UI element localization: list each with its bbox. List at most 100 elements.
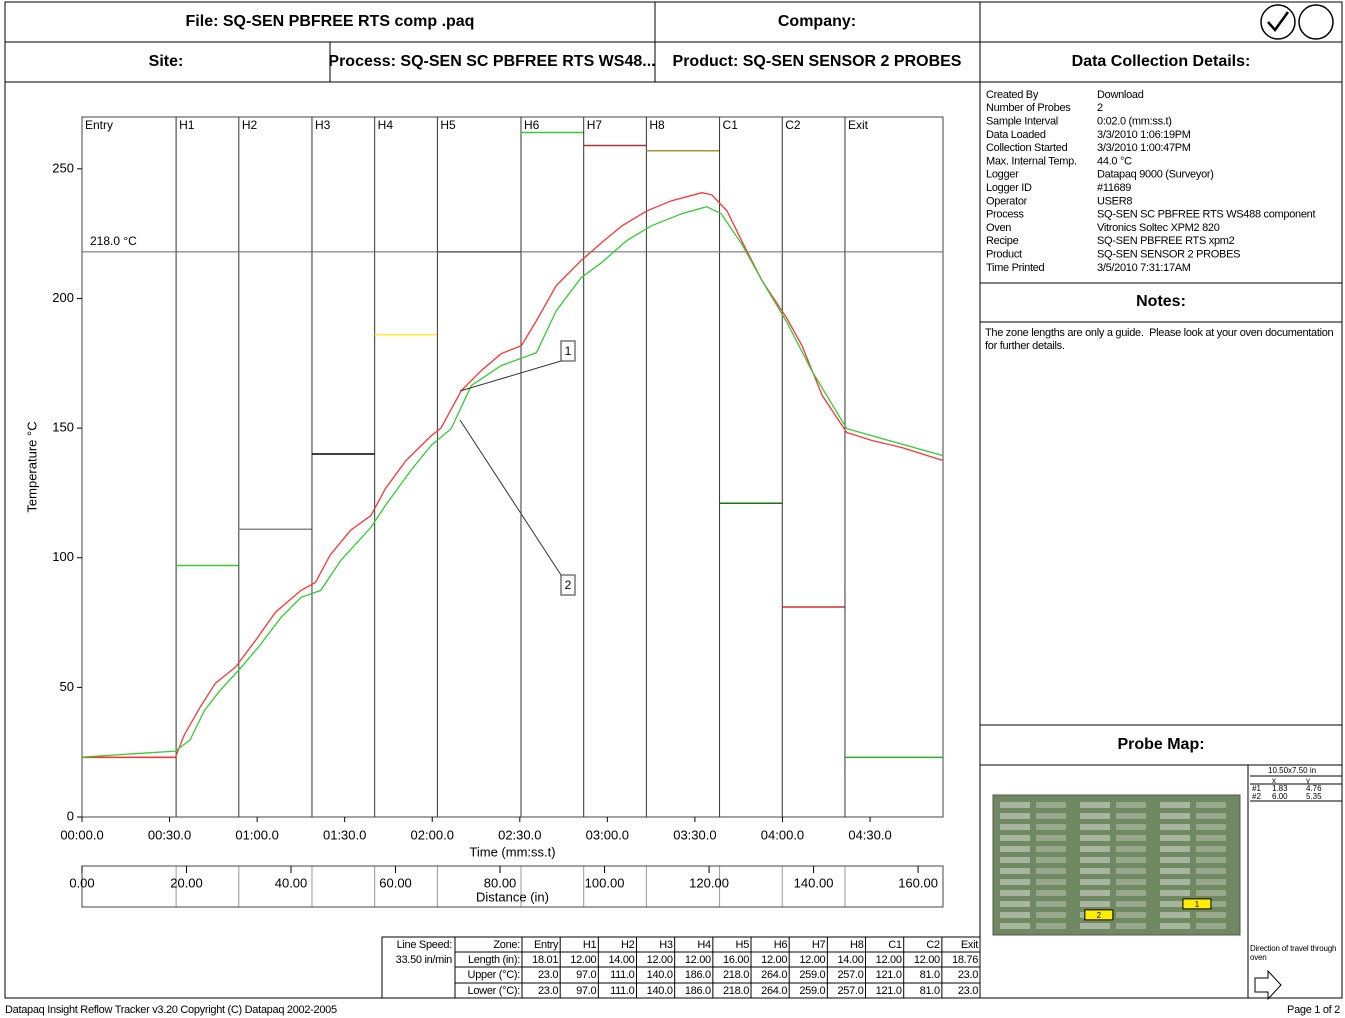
- board-detail: [1196, 868, 1226, 874]
- board-detail: [1000, 890, 1030, 896]
- y-tick-label: 150: [52, 420, 74, 435]
- row-label: Length (in):: [468, 954, 520, 966]
- board-detail: [1000, 923, 1030, 929]
- board-detail: [1116, 846, 1146, 852]
- table-cell: 12.00: [914, 954, 940, 966]
- y-tick-label: 0: [67, 808, 74, 823]
- detail-label: Logger ID: [986, 182, 1032, 194]
- board-detail: [1116, 879, 1146, 885]
- detail-value: 44.0 °C: [1097, 155, 1132, 167]
- detail-label: Operator: [986, 195, 1028, 207]
- board-detail: [1160, 912, 1190, 918]
- board-detail: [1196, 835, 1226, 841]
- board-detail: [1160, 846, 1190, 852]
- table-cell: 111.0: [610, 985, 635, 997]
- x2-tick-label: 0.00: [69, 875, 94, 890]
- table-cell: H5: [736, 939, 750, 951]
- board-detail: [1036, 923, 1066, 929]
- zone-label: H5: [440, 118, 456, 132]
- table-cell: 218.0: [723, 969, 749, 981]
- detail-value: Datapaq 9000 (Surveyor): [1097, 169, 1214, 181]
- detail-value: 0:02.0 (mm:ss.t): [1097, 116, 1172, 128]
- board-detail: [1160, 879, 1190, 885]
- detail-label: Product: [986, 249, 1022, 261]
- detail-value: Vitronics Soltec XPM2 820: [1097, 222, 1220, 234]
- board-detail: [1080, 890, 1110, 896]
- board-detail: [1000, 835, 1030, 841]
- x2-tick-label: 100.00: [585, 875, 625, 890]
- company: Company:: [778, 13, 856, 30]
- site: Site:: [149, 53, 184, 70]
- detail-label: Collection Started: [986, 142, 1068, 154]
- zone-label: Exit: [848, 118, 869, 132]
- row-label: Lower (°C):: [468, 985, 521, 997]
- board-detail: [1036, 879, 1066, 885]
- probe-map-size: 10.50x7.50 in: [1268, 766, 1316, 775]
- x-tick-label: 04:30.0: [848, 827, 891, 842]
- callout-leader: [460, 420, 561, 575]
- board-detail: [1000, 912, 1030, 918]
- board-detail: [1196, 824, 1226, 830]
- detail-value: 3/5/2010 7:31:17AM: [1097, 262, 1191, 274]
- line-speed: 33.50 in/min: [396, 954, 453, 966]
- board-detail: [1196, 857, 1226, 863]
- detail-value: 3/3/2010 1:00:47PM: [1097, 142, 1191, 154]
- x2-tick-label: 40.00: [275, 875, 308, 890]
- board-detail: [1080, 824, 1110, 830]
- y-tick-label: 200: [52, 290, 74, 305]
- table-cell: 257.0: [837, 969, 863, 981]
- detail-label: Data Loaded: [986, 129, 1046, 141]
- board-detail: [1036, 813, 1066, 819]
- board-detail: [1036, 802, 1066, 808]
- board-detail: [1036, 824, 1066, 830]
- y-tick-label: 100: [52, 549, 74, 564]
- product: Product: SQ-SEN SENSOR 2 PROBES: [673, 53, 962, 70]
- footer-left: Datapaq Insight Reflow Tracker v3.20 Cop…: [5, 1004, 337, 1016]
- probe-map-title: Probe Map:: [1117, 736, 1204, 753]
- zone-label: H7: [587, 118, 603, 132]
- board-detail: [1080, 857, 1110, 863]
- x2-tick-label: 80.00: [484, 875, 517, 890]
- table-cell: 186.0: [685, 985, 711, 997]
- x2-axis-title: Distance (in): [476, 889, 549, 904]
- table-cell: 12.00: [876, 954, 902, 966]
- table-cell: 23.0: [958, 985, 978, 997]
- board-detail: [1000, 802, 1030, 808]
- probe-x: 6.00: [1272, 792, 1288, 801]
- table-cell: 23.0: [538, 985, 558, 997]
- table-cell: 23.0: [538, 969, 558, 981]
- table-cell: C2: [926, 939, 940, 951]
- table-cell: 264.0: [761, 969, 787, 981]
- probe-marker-label: 1: [1195, 900, 1200, 909]
- table-cell: H4: [697, 939, 711, 951]
- board-detail: [1116, 868, 1146, 874]
- direction-box: Direction of travel through oven: [1250, 944, 1340, 968]
- table-cell: 97.0: [576, 969, 596, 981]
- board-detail: [1160, 890, 1190, 896]
- notes-box: The zone lengths are only a guide. Pleas…: [985, 327, 1335, 367]
- board-detail: [1116, 824, 1146, 830]
- board-detail: [1000, 846, 1030, 852]
- zone-label: H3: [315, 118, 331, 132]
- zone-label: H8: [649, 118, 665, 132]
- table-cell: 12.00: [799, 954, 825, 966]
- board-detail: [1160, 868, 1190, 874]
- x2-tick-label: 140.00: [794, 875, 834, 890]
- table-cell: 81.0: [920, 985, 940, 997]
- x2-tick-label: 60.00: [379, 875, 412, 890]
- footer-right: Page 1 of 2: [1287, 1004, 1340, 1016]
- board-detail: [1116, 835, 1146, 841]
- zone-label: H2: [242, 118, 258, 132]
- board-detail: [1036, 890, 1066, 896]
- board-detail: [1160, 857, 1190, 863]
- board-detail: [1116, 901, 1146, 907]
- table-cell: 259.0: [799, 985, 825, 997]
- table-cell: H6: [774, 939, 788, 951]
- table-cell: H8: [850, 939, 864, 951]
- probe-id: #2: [1252, 792, 1261, 801]
- board-detail: [1036, 835, 1066, 841]
- table-cell: 259.0: [799, 969, 825, 981]
- table-cell: 140.0: [647, 985, 673, 997]
- table-cell: 218.0: [723, 985, 749, 997]
- table-cell: C1: [888, 939, 902, 951]
